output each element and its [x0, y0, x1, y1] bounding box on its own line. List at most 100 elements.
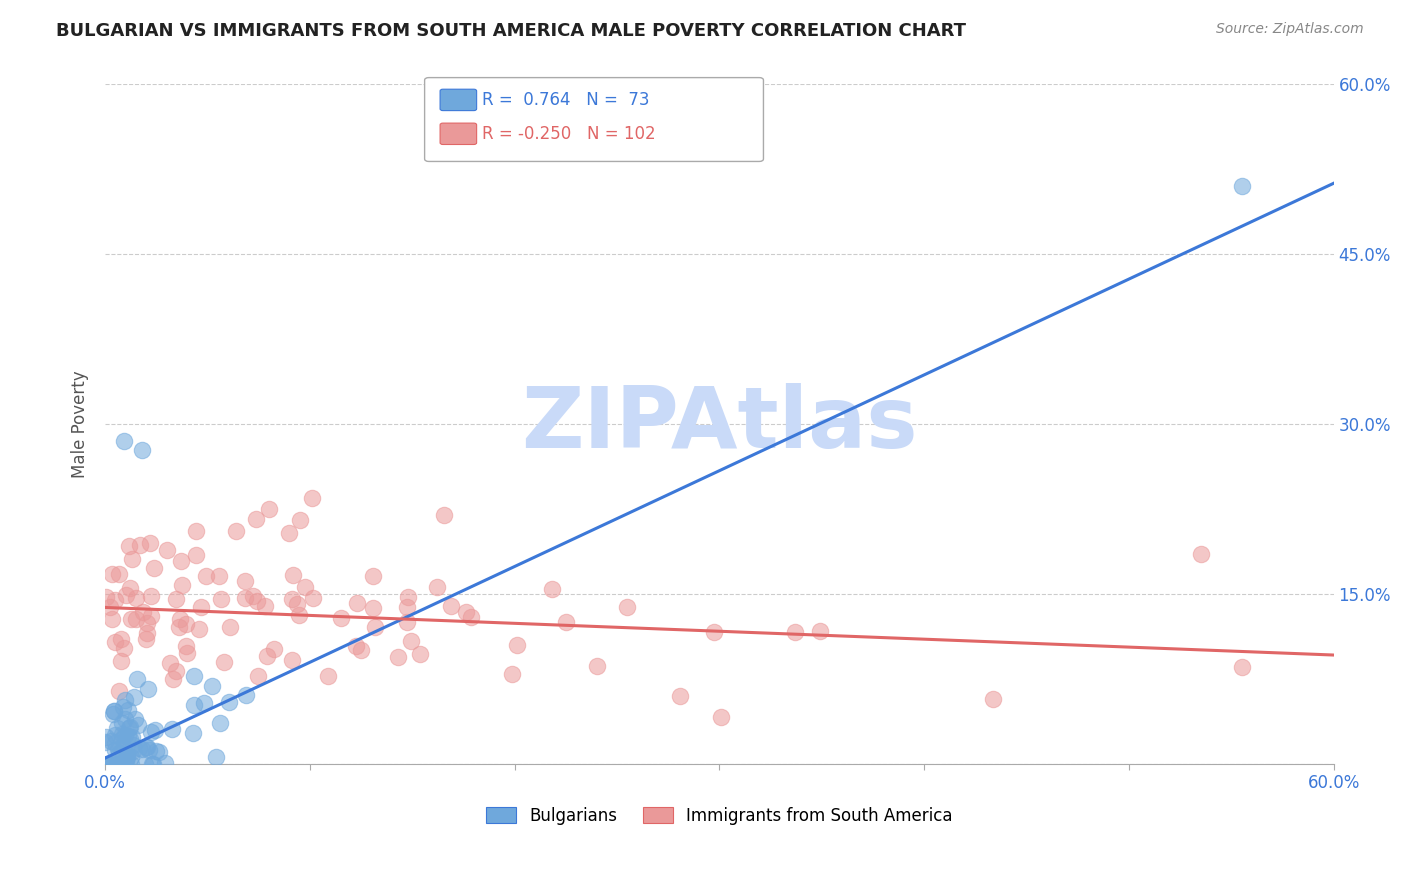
Point	[110, 756, 132, 771]
Point	[108, 683, 131, 698]
Point	[174, 617, 197, 632]
Point	[162, 672, 184, 686]
Point	[124, 712, 146, 726]
Point	[120, 721, 142, 735]
Point	[208, 569, 231, 583]
Point	[120, 750, 142, 764]
Point	[105, 756, 128, 771]
Point	[111, 700, 134, 714]
Point	[165, 664, 187, 678]
Point	[96, 756, 118, 771]
Point	[285, 597, 308, 611]
Point	[112, 640, 135, 655]
Point	[94, 730, 117, 744]
Point	[288, 513, 311, 527]
Point	[396, 590, 419, 604]
Point	[136, 739, 159, 754]
Point	[194, 569, 217, 583]
Point	[212, 656, 235, 670]
Point	[120, 756, 142, 771]
Point	[121, 552, 143, 566]
Point	[396, 599, 419, 614]
Point	[981, 691, 1004, 706]
Point	[125, 673, 148, 687]
Point	[190, 600, 212, 615]
Legend: Bulgarians, Immigrants from South America: Bulgarians, Immigrants from South Americ…	[479, 800, 959, 831]
Point	[235, 688, 257, 702]
Point	[162, 722, 184, 736]
Point	[387, 650, 409, 665]
Point	[184, 548, 207, 562]
Point	[118, 721, 141, 735]
Point	[302, 591, 325, 605]
Point	[668, 690, 690, 704]
Point	[148, 745, 170, 759]
Point	[432, 508, 454, 522]
Point	[104, 743, 127, 757]
Point	[294, 580, 316, 594]
Text: R = -0.250   N = 102: R = -0.250 N = 102	[482, 125, 655, 143]
Point	[330, 611, 353, 625]
Point	[399, 634, 422, 648]
Point	[409, 647, 432, 661]
Point	[122, 690, 145, 704]
Point	[155, 756, 177, 771]
Point	[131, 443, 153, 458]
Point	[111, 732, 134, 747]
Point	[143, 560, 166, 574]
Point	[118, 731, 141, 746]
Point	[100, 734, 122, 748]
Point	[139, 724, 162, 739]
Point	[176, 646, 198, 660]
Point	[159, 656, 181, 670]
Point	[115, 588, 138, 602]
Point	[170, 553, 193, 567]
Point	[218, 695, 240, 709]
Point	[316, 669, 339, 683]
Point	[114, 712, 136, 726]
Point	[187, 622, 209, 636]
Point	[246, 669, 269, 683]
Point	[135, 616, 157, 631]
Point	[135, 632, 157, 647]
Point	[288, 607, 311, 622]
Point	[426, 580, 449, 594]
Point	[121, 730, 143, 744]
Text: BULGARIAN VS IMMIGRANTS FROM SOUTH AMERICA MALE POVERTY CORRELATION CHART: BULGARIAN VS IMMIGRANTS FROM SOUTH AMERI…	[56, 22, 966, 40]
Point	[541, 582, 564, 597]
Point	[138, 742, 160, 756]
Point	[1230, 660, 1253, 674]
Point	[135, 740, 157, 755]
Point	[143, 723, 166, 738]
Point	[111, 743, 134, 757]
Point	[117, 750, 139, 764]
Point	[193, 696, 215, 710]
Point	[100, 612, 122, 626]
Point	[169, 620, 191, 634]
Point	[104, 593, 127, 607]
Point	[129, 538, 152, 552]
Point	[121, 738, 143, 752]
Point	[440, 599, 463, 613]
Point	[97, 756, 120, 771]
Point	[585, 658, 607, 673]
Point	[181, 726, 204, 740]
Point	[117, 730, 139, 744]
Point	[110, 632, 132, 646]
Point	[245, 512, 267, 526]
Point	[112, 434, 135, 448]
Point	[117, 747, 139, 761]
Point	[501, 667, 523, 681]
Point	[174, 639, 197, 653]
Point	[145, 744, 167, 758]
Point	[506, 638, 529, 652]
Point	[96, 590, 118, 604]
Point	[183, 698, 205, 712]
Point	[103, 704, 125, 718]
Point	[136, 626, 159, 640]
Point	[134, 756, 156, 771]
Point	[104, 736, 127, 750]
Point	[120, 581, 142, 595]
Point	[208, 715, 231, 730]
Point	[785, 624, 807, 639]
